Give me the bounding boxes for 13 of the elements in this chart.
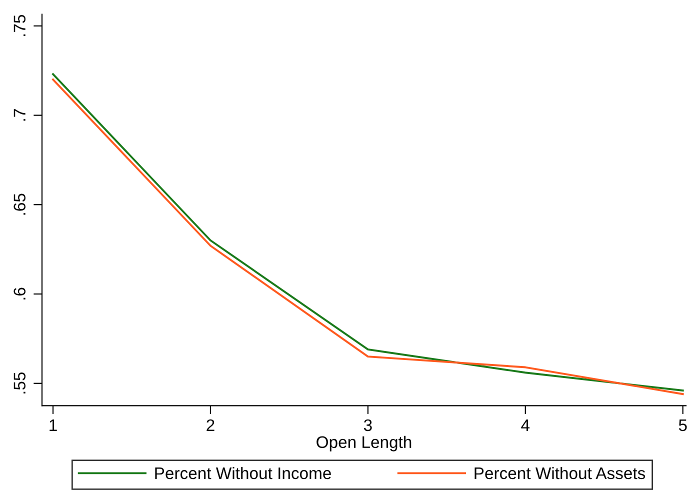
x-tick-label: 2 bbox=[206, 419, 214, 431]
x-axis-title: Open Length bbox=[316, 436, 412, 452]
x-tick-label: 5 bbox=[678, 420, 687, 432]
y-tick-label: .7 bbox=[14, 109, 26, 121]
y-tick-label: .6 bbox=[14, 288, 26, 300]
y-tick-label: .65 bbox=[14, 194, 26, 215]
legend-label: Percent Without Assets bbox=[474, 466, 646, 480]
x-tick-label: 1 bbox=[50, 420, 57, 431]
y-tick-label: .55 bbox=[14, 372, 26, 394]
x-tick-label: 3 bbox=[364, 419, 372, 432]
x-tick-label: 4 bbox=[521, 420, 530, 431]
y-tick-label: .75 bbox=[14, 15, 26, 36]
legend-label: Percent Without Income bbox=[155, 466, 331, 480]
